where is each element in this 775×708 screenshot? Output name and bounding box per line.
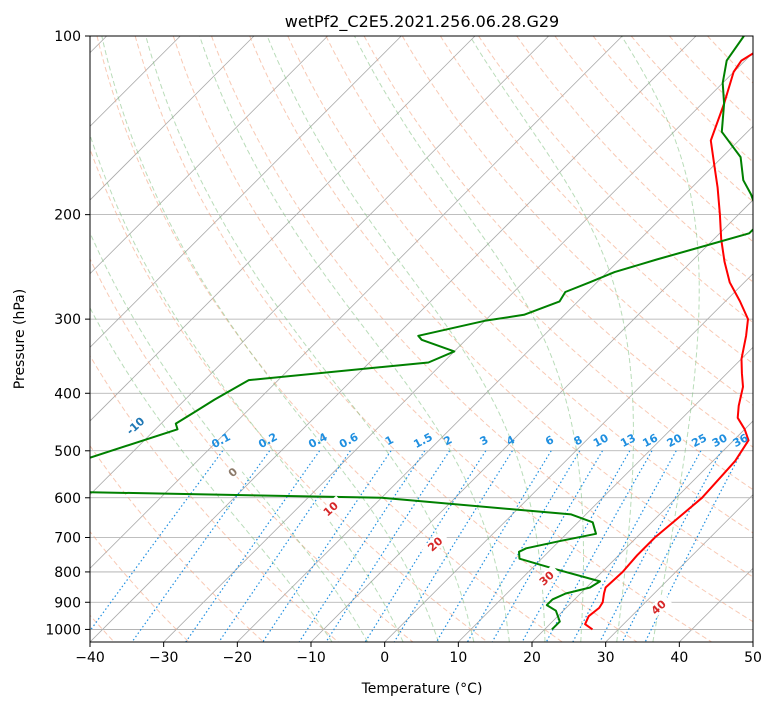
mixing-ratio-line bbox=[644, 450, 743, 642]
dry-adiabat bbox=[249, 36, 753, 578]
dry-adiabat bbox=[554, 36, 753, 243]
mixing-ratio-label: 10 bbox=[591, 431, 611, 450]
dry-adiabat bbox=[211, 36, 753, 623]
mixing-ratio-label: 13 bbox=[618, 431, 638, 450]
y-tick-label: 1000 bbox=[45, 622, 81, 638]
x-tick-label: 50 bbox=[744, 650, 762, 666]
isotherm-line bbox=[237, 125, 753, 642]
dry-adiabat bbox=[439, 36, 753, 365]
moist-adiabat bbox=[90, 231, 369, 642]
y-tick-label: 500 bbox=[54, 444, 81, 460]
dry-adiabat-label-bg bbox=[316, 495, 345, 522]
y-tick-label: 900 bbox=[54, 595, 81, 611]
plot-frame bbox=[89, 35, 754, 643]
moist-adiabat bbox=[266, 36, 546, 642]
dry-adiabat bbox=[516, 36, 753, 283]
isobar-grid-lines bbox=[90, 36, 753, 630]
moist-adiabat bbox=[145, 36, 475, 642]
temperature-profile bbox=[584, 52, 753, 631]
mixing-ratio-line bbox=[262, 450, 392, 642]
isotherm-line bbox=[90, 36, 549, 496]
mixing-ratio-label: 16 bbox=[640, 431, 660, 450]
x-tick-label: −10 bbox=[296, 650, 326, 666]
mixing-ratio-line bbox=[435, 450, 552, 642]
moist-adiabat bbox=[354, 36, 584, 642]
dry-adiabat-label-bg bbox=[532, 564, 561, 592]
isotherm-line bbox=[90, 36, 328, 275]
mixing-ratio-label: 30 bbox=[710, 431, 730, 450]
mixing-ratio-label: 36 bbox=[731, 431, 751, 450]
x-tick-label: 20 bbox=[523, 650, 541, 666]
isotherm-line bbox=[605, 494, 753, 642]
moist-adiabat bbox=[90, 133, 404, 642]
y-axis-ticks: 100 200 300 400 500 600 700 800 900 1000 bbox=[45, 29, 90, 638]
x-axis-label: Temperature (°C) bbox=[361, 681, 483, 697]
dry-adiabat bbox=[134, 36, 638, 642]
mixing-ratio-line bbox=[185, 450, 321, 642]
y-tick-label: 400 bbox=[54, 386, 81, 402]
mixing-ratio-line bbox=[90, 450, 224, 632]
mixing-ratio-line bbox=[218, 450, 351, 642]
mixing-ratio-line bbox=[621, 450, 722, 642]
isotherm-line bbox=[90, 36, 402, 348]
dry-adiabat bbox=[172, 36, 712, 642]
isotherm-line bbox=[163, 52, 753, 642]
y-tick-label: 100 bbox=[54, 29, 81, 45]
x-tick-label: −30 bbox=[149, 650, 179, 666]
moist-adiabat bbox=[101, 36, 439, 642]
y-tick-label: 200 bbox=[54, 208, 81, 224]
x-tick-label: 30 bbox=[597, 650, 615, 666]
mixing-ratio-line bbox=[298, 450, 426, 642]
profile-series bbox=[90, 36, 753, 631]
mixing-ratio-label: 25 bbox=[689, 431, 709, 450]
y-tick-label: 700 bbox=[54, 531, 81, 547]
x-axis-ticks: −40 −30 −20 −10 0 10 20 30 40 50 bbox=[75, 642, 762, 666]
y-tick-label: 800 bbox=[54, 565, 81, 581]
isotherm-line bbox=[90, 36, 623, 569]
mixing-ratio-line bbox=[393, 450, 513, 642]
dry-adiabat bbox=[90, 147, 488, 642]
dry-adiabat bbox=[90, 444, 264, 642]
mixing-ratio-line bbox=[599, 450, 702, 642]
mixing-ratio-line bbox=[572, 450, 677, 642]
dry-adiabat-label-bg bbox=[644, 594, 673, 621]
isotherm-line bbox=[384, 273, 753, 642]
dewpoint-profile bbox=[90, 36, 753, 631]
dry-adiabat bbox=[287, 36, 753, 534]
y-tick-label: 600 bbox=[54, 491, 81, 507]
dry-adiabat-label-bg bbox=[421, 530, 449, 558]
moist-adiabat bbox=[199, 36, 510, 642]
x-tick-label: −20 bbox=[223, 650, 253, 666]
x-tick-label: −40 bbox=[75, 650, 105, 666]
y-axis-label: Pressure (hPa) bbox=[12, 289, 28, 389]
x-tick-label: 10 bbox=[449, 650, 467, 666]
isotherm-line bbox=[90, 36, 255, 201]
chart-title: wetPf2_C2E5.2021.256.06.28.G29 bbox=[285, 12, 559, 32]
dry-adiabat bbox=[401, 36, 753, 406]
dry-adiabat-label-bg bbox=[121, 412, 149, 439]
x-tick-label: 40 bbox=[670, 650, 688, 666]
y-tick-label: 300 bbox=[54, 312, 81, 328]
moist-adiabat bbox=[90, 306, 333, 642]
isotherm-line bbox=[531, 420, 753, 642]
mixing-ratio-lines bbox=[90, 450, 743, 642]
isotherm-line bbox=[90, 36, 697, 642]
dry-adiabat bbox=[363, 36, 753, 448]
mixing-ratio-line bbox=[545, 450, 653, 642]
dry-adiabat-label-bg bbox=[218, 459, 247, 486]
mixing-ratio-line bbox=[521, 450, 631, 642]
mixing-ratio-label: 20 bbox=[665, 431, 685, 450]
dry-adiabat bbox=[325, 36, 753, 491]
isotherm-line bbox=[90, 36, 476, 422]
x-tick-label: 0 bbox=[380, 650, 389, 666]
